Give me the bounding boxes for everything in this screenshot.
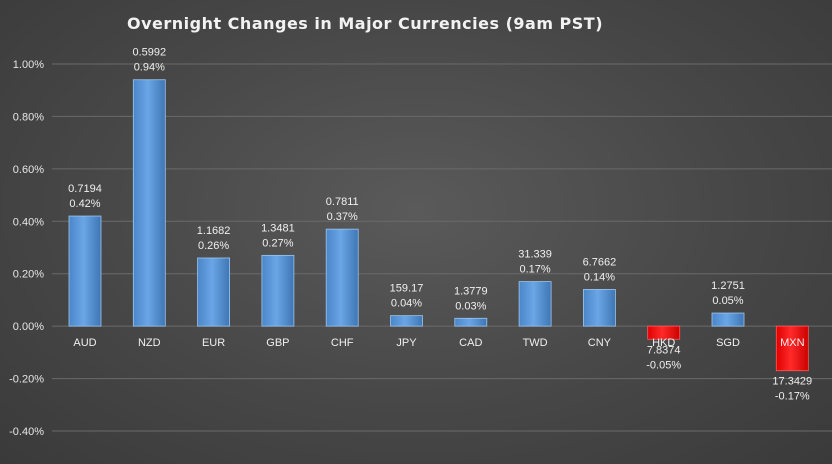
bar-chf	[325, 228, 359, 327]
rate-label: 0.7194	[68, 183, 102, 195]
y-tick-label: 1.00%	[13, 59, 44, 71]
bar-jpy	[390, 315, 423, 327]
category-label: AUD	[73, 337, 96, 349]
category-label: EUR	[202, 337, 225, 349]
y-tick-label: -0.20%	[9, 374, 44, 386]
rate-label: 1.2751	[711, 280, 745, 292]
change-label: 0.17%	[519, 264, 550, 276]
y-tick-label: 0.40%	[13, 216, 44, 228]
bar-nzd	[132, 79, 166, 327]
change-label: -0.05%	[646, 359, 681, 371]
change-label: 0.05%	[712, 295, 743, 307]
change-label: 0.04%	[391, 298, 422, 310]
change-label: 0.37%	[327, 211, 358, 223]
y-tick-label: 0.20%	[13, 269, 44, 281]
bar-sgd	[711, 312, 745, 327]
bar-aud	[68, 215, 102, 327]
category-label: MXN	[780, 337, 805, 349]
chart-title: Overnight Changes in Major Currencies (9…	[126, 14, 604, 33]
bar-mxn	[775, 325, 809, 372]
change-label: 0.42%	[69, 198, 100, 210]
change-label: 0.26%	[198, 240, 229, 252]
change-label: 0.27%	[262, 237, 293, 249]
category-label: TWD	[523, 337, 548, 349]
bar-hkd	[647, 325, 681, 340]
category-label: HKD	[652, 337, 675, 349]
y-tick-label: 0.00%	[13, 321, 44, 333]
category-label: JPY	[396, 337, 417, 349]
category-label: SGD	[716, 337, 740, 349]
rate-label: 31.339	[518, 249, 552, 261]
rate-label: 7.8374	[647, 344, 681, 356]
bar-cny	[583, 289, 616, 327]
bar-cad	[454, 317, 488, 327]
change-label: 0.94%	[134, 62, 165, 74]
rate-label: 159.17	[390, 283, 424, 295]
bar-gbp	[261, 254, 295, 327]
change-label: -0.17%	[775, 391, 810, 403]
rate-label: 1.3481	[261, 222, 295, 234]
change-label: 0.14%	[584, 271, 615, 283]
category-label: CNY	[588, 337, 612, 349]
rate-label: 0.5992	[132, 47, 166, 59]
category-label: CHF	[331, 337, 354, 349]
category-label: NZD	[138, 337, 161, 349]
rate-label: 1.1682	[197, 225, 231, 237]
rate-label: 0.7811	[326, 196, 359, 208]
rate-label: 6.7662	[583, 256, 617, 268]
y-tick-label: 0.80%	[13, 111, 44, 123]
rate-label: 1.3779	[454, 285, 488, 297]
category-label: CAD	[459, 337, 482, 349]
y-tick-label: -0.40%	[9, 426, 44, 438]
bar-eur	[197, 257, 231, 327]
change-label: 0.03%	[455, 300, 486, 312]
rate-label: 17.3429	[772, 376, 812, 388]
category-label: GBP	[266, 337, 289, 349]
y-tick-label: 0.60%	[13, 164, 44, 176]
bar-twd	[518, 281, 552, 327]
